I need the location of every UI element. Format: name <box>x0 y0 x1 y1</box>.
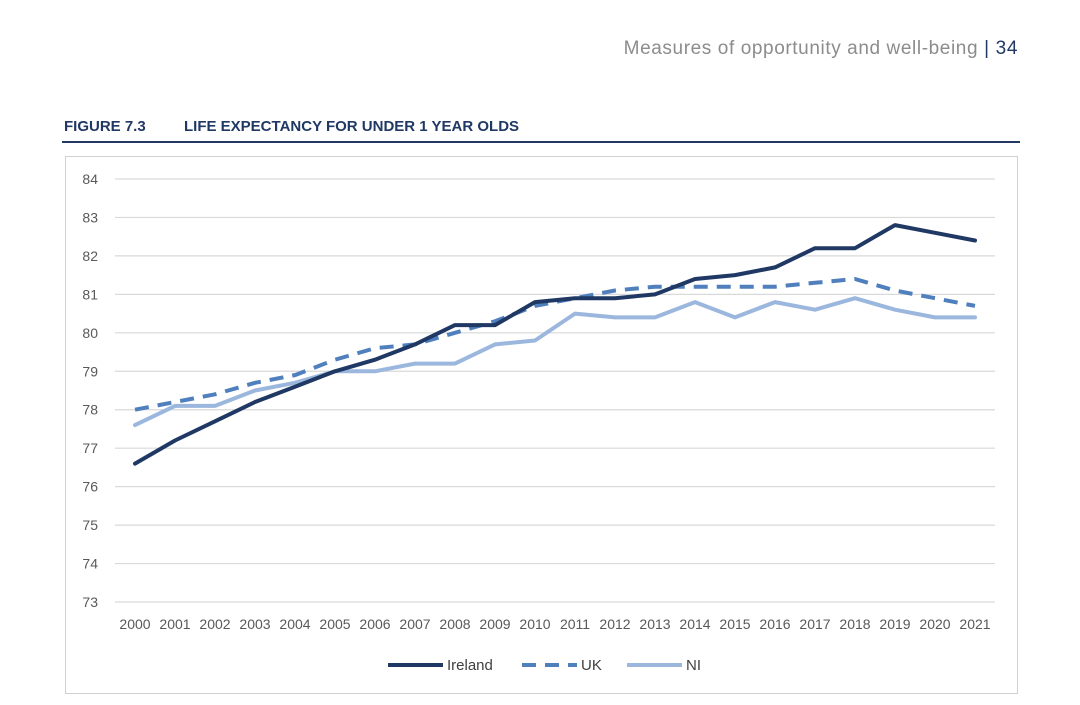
y-tick-label: 79 <box>82 363 98 379</box>
legend-label-ni: NI <box>686 657 701 674</box>
x-tick-label: 2019 <box>879 616 910 632</box>
y-tick-label: 82 <box>82 248 98 264</box>
y-tick-label: 81 <box>82 286 98 302</box>
figure-label: FIGURE 7.3 <box>64 118 146 135</box>
y-tick-label: 78 <box>82 402 98 418</box>
y-tick-label: 77 <box>82 440 98 456</box>
y-tick-label: 83 <box>82 209 98 225</box>
series-line-uk <box>134 277 976 412</box>
figure-title: FIGURE 7.3 LIFE EXPECTANCY FOR UNDER 1 YE… <box>64 118 519 135</box>
x-tick-label: 2021 <box>959 616 990 632</box>
x-tick-label: 2002 <box>199 616 230 632</box>
x-tick-label: 2000 <box>119 616 150 632</box>
chart-frame <box>65 156 1018 694</box>
y-tick-label: 76 <box>82 479 98 495</box>
y-tick-label: 74 <box>82 556 98 572</box>
x-tick-label: 2018 <box>839 616 870 632</box>
x-tick-label: 2012 <box>599 616 630 632</box>
legend-label-uk: UK <box>581 657 602 674</box>
x-tick-label: 2014 <box>679 616 710 632</box>
x-tick-label: 2013 <box>639 616 670 632</box>
header-text: Measures of opportunity and well-being <box>623 38 979 59</box>
x-tick-label: 2006 <box>359 616 390 632</box>
x-tick-label: 2016 <box>759 616 790 632</box>
x-tick-label: 2003 <box>239 616 270 632</box>
x-tick-label: 2020 <box>919 616 950 632</box>
header-separator: | <box>984 38 990 59</box>
title-rule <box>62 141 1020 143</box>
x-tick-label: 2007 <box>399 616 430 632</box>
x-tick-label: 2005 <box>319 616 350 632</box>
page-header: Measures of opportunity and well-being | 3… <box>624 38 1018 60</box>
x-tick-label: 2008 <box>439 616 470 632</box>
series-line-ireland <box>133 223 977 466</box>
x-tick-label: 2004 <box>279 616 310 632</box>
page-number: 34 <box>995 38 1018 59</box>
series-line-ni <box>133 296 977 428</box>
x-tick-label: 2017 <box>799 616 830 632</box>
y-tick-label: 73 <box>82 594 98 610</box>
figure-title-text: LIFE EXPECTANCY FOR UNDER 1 YEAR OLDS <box>184 118 520 135</box>
y-tick-label: 80 <box>82 325 98 341</box>
x-tick-label: 2015 <box>719 616 750 632</box>
y-tick-label: 84 <box>82 171 98 187</box>
y-tick-label: 75 <box>82 517 98 533</box>
x-tick-label: 2009 <box>479 616 510 632</box>
x-tick-label: 2010 <box>519 616 550 632</box>
legend-label-ireland: Ireland <box>447 657 493 674</box>
x-tick-label: 2001 <box>159 616 190 632</box>
x-tick-label: 2011 <box>560 616 590 632</box>
